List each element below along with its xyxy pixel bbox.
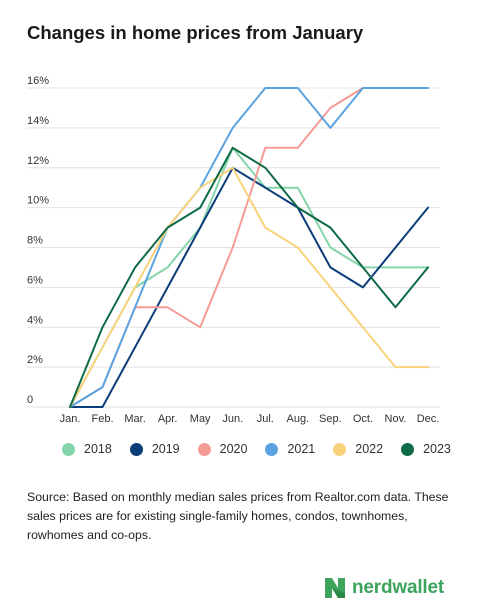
legend-item-2020: 2020 [197, 442, 248, 456]
legend-label: 2018 [84, 442, 112, 456]
y-tick-label: 12% [27, 155, 49, 167]
x-tick-label: Feb. [92, 413, 114, 425]
legend-label: 2022 [355, 442, 384, 456]
y-tick-label: 6% [27, 274, 43, 286]
source-note: Source: Based on monthly median sales pr… [27, 490, 449, 542]
x-tick-label: May [190, 413, 211, 425]
line-chart: 0 2% 4% 6% 8% 10% 12% 14% 16% Jan. Feb. Mar. Apr. May… [27, 75, 440, 425]
chart-title: Changes in home prices from January [27, 22, 364, 43]
series-line-2021 [69, 87, 429, 408]
series-line-2022 [69, 166, 429, 408]
x-tick-label: Nov. [385, 413, 407, 425]
y-tick-label: 10% [27, 195, 49, 207]
y-tick-label: 14% [27, 115, 49, 127]
legend-swatch [62, 442, 75, 456]
x-tick-label: Dec. [417, 413, 440, 425]
legend-swatch [401, 442, 415, 456]
y-tick-label: 2% [27, 354, 43, 366]
nerdwallet-logo: nerdwallet [323, 576, 444, 600]
y-tick-label: 16% [27, 75, 49, 87]
legend-item-2021: 2021 [265, 442, 315, 456]
x-tick-label: Sep. [319, 413, 342, 425]
legend-swatch [333, 442, 347, 456]
x-tick-label: Oct. [353, 413, 373, 425]
series-line-2023 [69, 146, 429, 408]
legend-label: 2023 [423, 442, 451, 456]
legend-item-2019: 2019 [129, 442, 180, 456]
x-tick-label: Aug. [286, 413, 309, 425]
y-tick-label: 0 [27, 394, 33, 406]
y-tick-label: 4% [27, 314, 43, 326]
x-tick-label: Jan. [60, 413, 81, 425]
brand-name: nerdwallet [352, 577, 444, 598]
legend-item-2018: 2018 [62, 442, 112, 456]
legend-swatch [265, 442, 279, 456]
chart-legend: 2018 2019 2020 2021 2022 2023 [62, 442, 462, 456]
x-tick-label: Jun. [222, 413, 243, 425]
legend-item-2022: 2022 [333, 442, 383, 456]
nerdwallet-n-icon [325, 578, 345, 598]
legend-label: 2021 [287, 442, 316, 456]
legend-label: 2019 [151, 442, 180, 456]
series-line-2019 [69, 166, 429, 408]
legend-swatch [197, 442, 211, 456]
x-tick-label: Apr. [158, 413, 178, 425]
legend-label: 2020 [219, 442, 248, 456]
x-tick-label: Jul. [257, 413, 274, 425]
legend-item-2023: 2023 [401, 442, 451, 456]
y-tick-label: 8% [27, 235, 43, 247]
legend-swatch [129, 442, 143, 456]
x-tick-label: Mar. [124, 413, 145, 425]
